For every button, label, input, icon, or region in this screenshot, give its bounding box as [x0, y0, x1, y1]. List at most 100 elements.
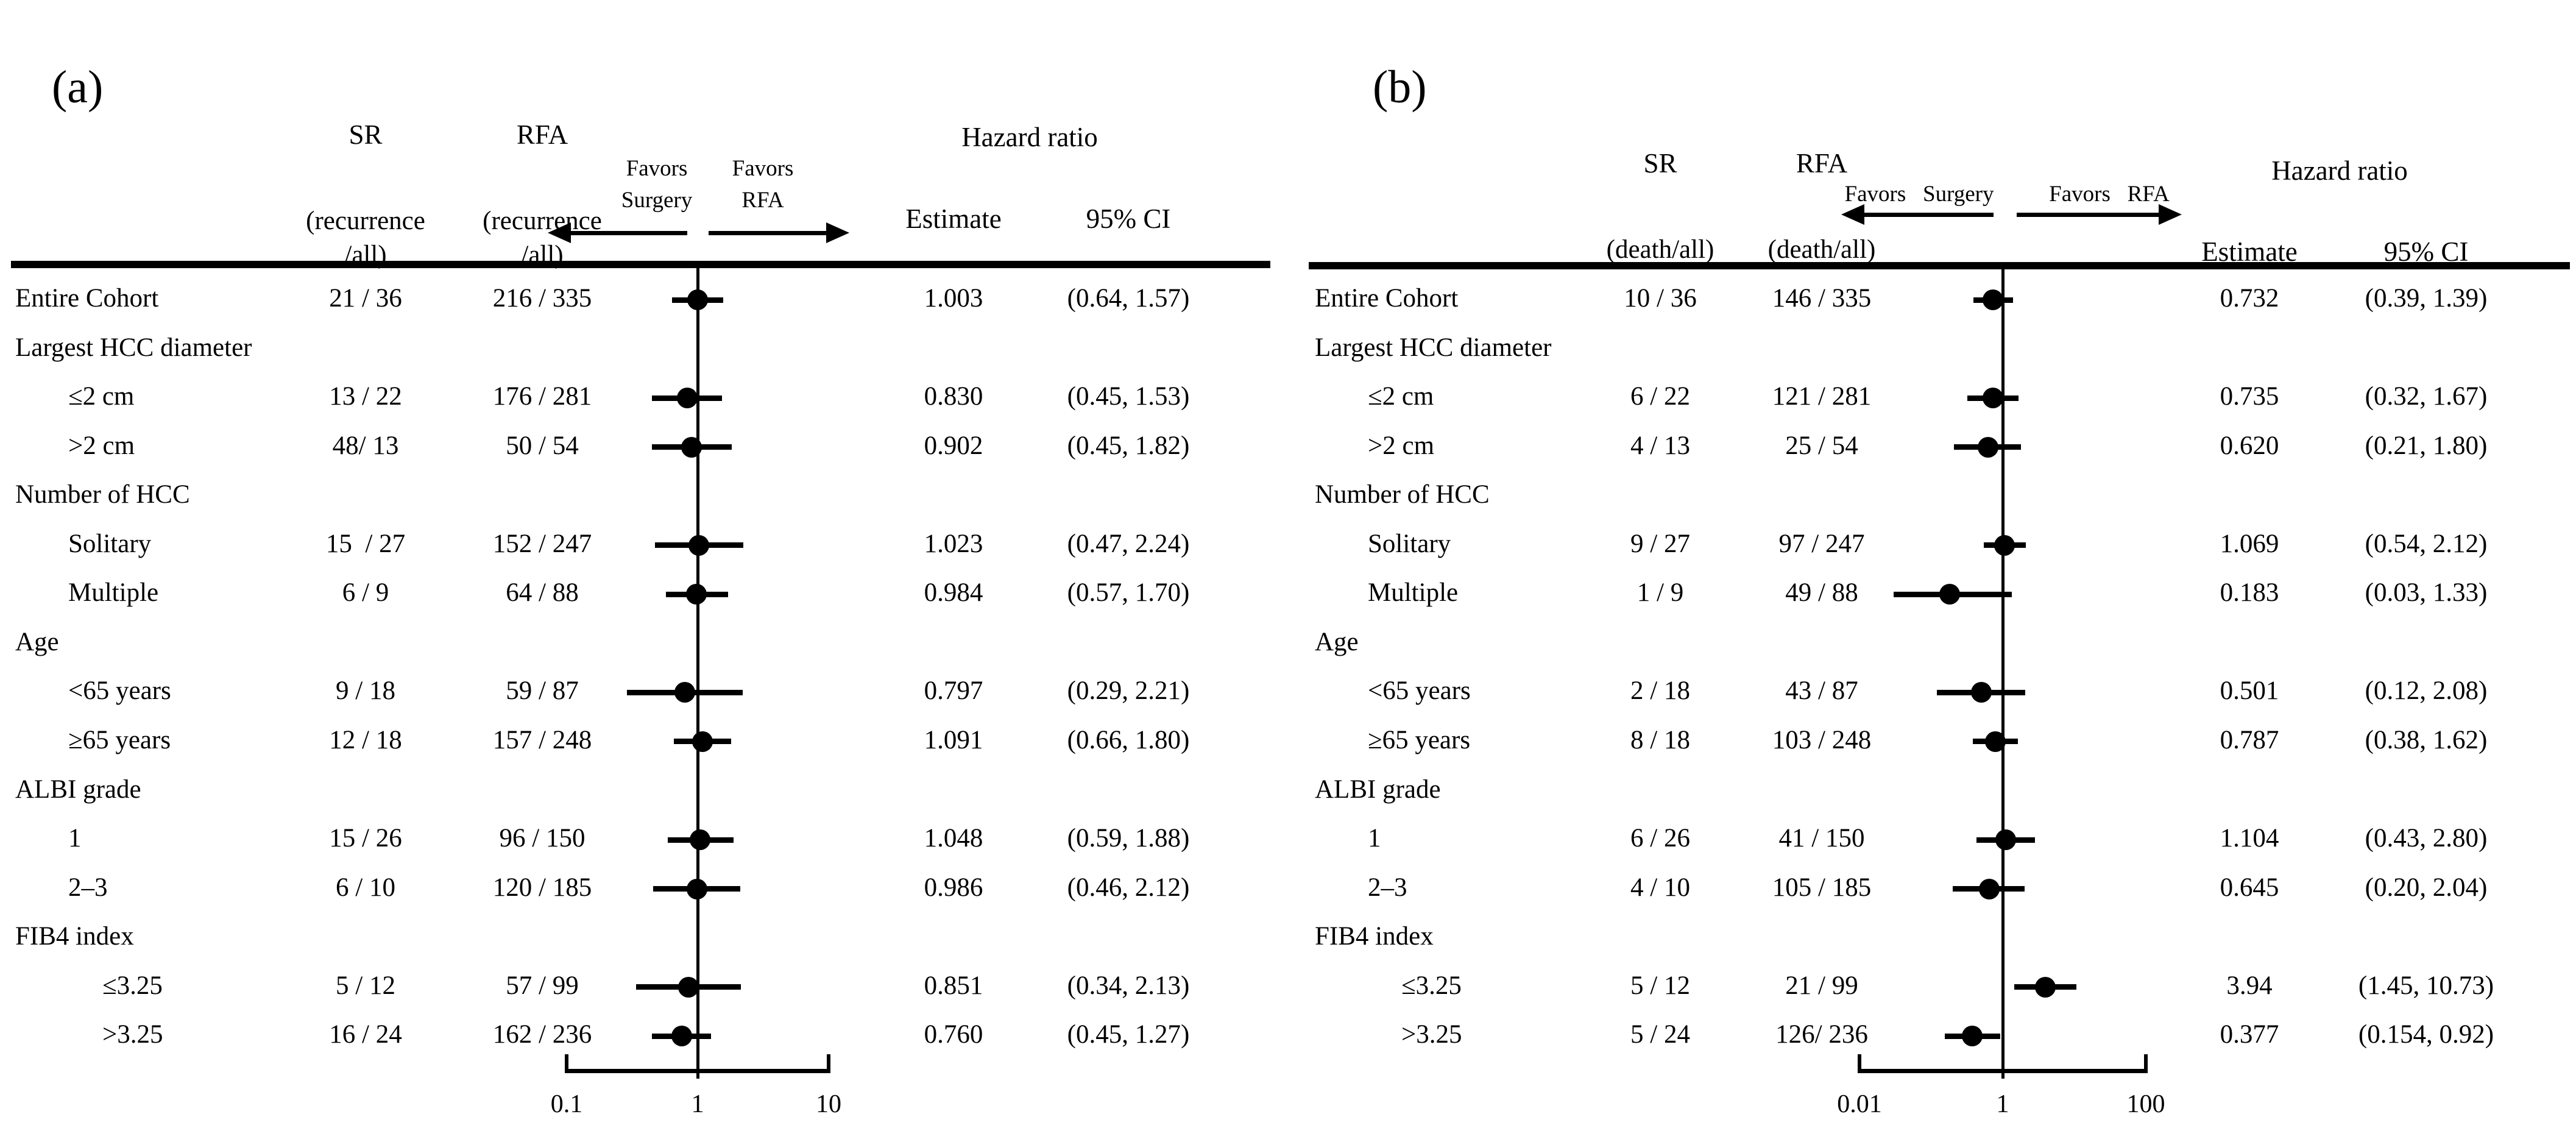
axis-tick-label: 0.01: [1837, 1090, 1882, 1118]
row-estimate-value: 0.851: [924, 971, 983, 1000]
header-rule: [1309, 262, 2570, 269]
row-ci-value: (0.39, 1.39): [2365, 284, 2488, 313]
favors-rfa-arrow-icon: [2017, 213, 2160, 217]
row-ci-value: (0.38, 1.62): [2365, 725, 2488, 754]
point-estimate-marker: [692, 731, 713, 752]
rfa-column-header: RFA: [516, 119, 568, 150]
row-rfa-value: 103 / 248: [1772, 725, 1872, 754]
row-estimate-value: 1.023: [924, 529, 983, 558]
row-ci-value: (0.154, 0.92): [2358, 1020, 2494, 1049]
row-group-label: FIB4 index: [15, 922, 134, 951]
point-estimate-marker: [1994, 534, 2015, 556]
row-rfa-value: 41 / 150: [1778, 824, 1865, 853]
panel-label: (a): [52, 62, 104, 113]
axis-end-tick: [1858, 1054, 1861, 1070]
point-estimate-marker: [1983, 388, 2004, 409]
row-group-label: FIB4 index: [1315, 922, 1434, 951]
row-rfa-value: 157 / 248: [492, 725, 592, 754]
row-label: <65 years: [1368, 676, 1471, 706]
favors-surgery-arrow-icon: [570, 231, 687, 235]
axis-line: [1858, 1069, 2148, 1073]
row-estimate-value: 0.732: [2220, 284, 2279, 313]
row-label: ≥65 years: [1368, 725, 1471, 754]
row-estimate-value: 1.069: [2220, 529, 2279, 558]
row-ci-value: (0.20, 2.04): [2365, 873, 2488, 902]
row-sr-value: 21 / 36: [329, 284, 402, 313]
row-ci-value: (0.45, 1.82): [1067, 431, 1190, 460]
row-ci-value: (0.12, 2.08): [2365, 676, 2488, 706]
favors-rfa-label: Favors: [732, 156, 794, 181]
axis-line: [565, 1069, 830, 1073]
row-estimate-value: 0.620: [2220, 431, 2279, 460]
row-label: 2–3: [68, 873, 108, 902]
row-ci-value: (0.43, 2.80): [2365, 824, 2488, 853]
row-group-label: Number of HCC: [15, 480, 190, 509]
row-label: Entire Cohort: [1315, 284, 1459, 313]
row-label: >3.25: [102, 1020, 163, 1049]
point-estimate-marker: [1995, 829, 2017, 851]
row-sr-value: 4 / 13: [1630, 431, 1690, 460]
axis-tick-label: 1: [691, 1090, 704, 1118]
row-label: Solitary: [68, 529, 152, 558]
row-ci-value: (0.34, 2.13): [1067, 971, 1190, 1000]
row-label: ≤3.25: [1401, 971, 1462, 1000]
row-rfa-value: 96 / 150: [499, 824, 586, 853]
axis-end-tick: [565, 1054, 568, 1070]
favors-surgery-arrowhead-icon: [548, 222, 571, 243]
row-rfa-value: 97 / 247: [1778, 529, 1865, 558]
row-rfa-value: 216 / 335: [492, 284, 592, 313]
row-group-label: Age: [1315, 627, 1359, 656]
reference-line: [696, 268, 699, 1079]
row-ci-value: (0.57, 1.70): [1067, 578, 1190, 608]
row-sr-value: 6 / 22: [1630, 382, 1690, 411]
row-estimate-value: 0.645: [2220, 873, 2279, 902]
row-rfa-value: 21 / 99: [1785, 971, 1858, 1000]
point-estimate-marker: [688, 534, 710, 556]
row-label: 2–3: [1368, 873, 1407, 902]
row-estimate-value: 0.377: [2220, 1020, 2279, 1049]
row-label: >2 cm: [68, 431, 135, 460]
point-estimate-marker: [687, 289, 709, 310]
axis-tick-label: 0.1: [550, 1090, 583, 1118]
row-rfa-value: 152 / 247: [492, 529, 592, 558]
sr-column-subheader: (recurrence: [306, 207, 425, 235]
row-estimate-value: 3.94: [2226, 971, 2273, 1000]
favors-rfa-label: Favors RFA: [2049, 182, 2170, 207]
favors-rfa-arrowhead-icon: [2159, 204, 2182, 225]
row-rfa-value: 25 / 54: [1785, 431, 1858, 460]
panel-label: (b): [1373, 62, 1427, 113]
point-estimate-marker: [686, 878, 707, 899]
row-label: Multiple: [1368, 578, 1459, 608]
rfa-column-header: RFA: [1796, 148, 1848, 179]
row-label: ≥65 years: [68, 725, 171, 754]
row-rfa-value: 105 / 185: [1772, 873, 1872, 902]
axis-tick-label: 1: [1996, 1090, 2009, 1118]
favors-rfa-label: RFA: [741, 188, 784, 213]
row-label: >2 cm: [1368, 431, 1435, 460]
row-estimate-value: 0.501: [2220, 676, 2279, 706]
row-label: >3.25: [1401, 1020, 1462, 1049]
row-label: ≤3.25: [102, 971, 163, 1000]
row-rfa-value: 146 / 335: [1772, 284, 1872, 313]
sr-column-header: SR: [349, 119, 383, 150]
row-rfa-value: 120 / 185: [492, 873, 592, 902]
point-estimate-marker: [1977, 436, 1998, 458]
favors-surgery-arrowhead-icon: [1841, 204, 1864, 225]
point-estimate-marker: [1984, 731, 2006, 752]
row-ci-value: (0.03, 1.33): [2365, 578, 2488, 608]
row-sr-value: 8 / 18: [1630, 725, 1690, 754]
row-ci-value: (0.46, 2.12): [1067, 873, 1190, 902]
row-sr-value: 9 / 27: [1630, 529, 1690, 558]
row-sr-value: 12 / 18: [329, 725, 402, 754]
row-ci-value: (0.21, 1.80): [2365, 431, 2488, 460]
row-estimate-value: 1.048: [924, 824, 983, 853]
row-sr-value: 9 / 18: [336, 676, 395, 706]
row-sr-value: 15 / 27: [325, 529, 406, 558]
row-rfa-value: 43 / 87: [1785, 676, 1858, 706]
row-rfa-value: 126/ 236: [1775, 1020, 1868, 1049]
favors-surgery-label: Surgery: [621, 188, 693, 213]
point-estimate-marker: [676, 388, 698, 409]
row-ci-value: (1.45, 10.73): [2358, 971, 2494, 1000]
